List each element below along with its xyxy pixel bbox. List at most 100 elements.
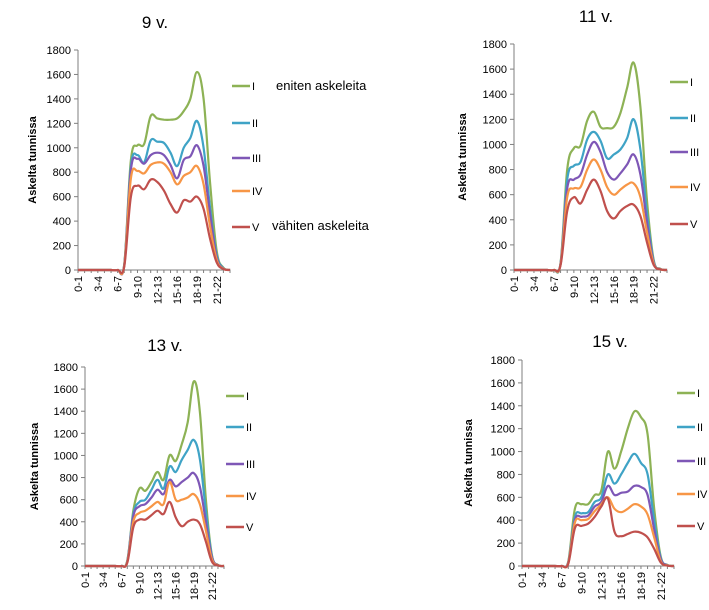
y-tick-label: 1000 (491, 447, 515, 459)
series-line-I (514, 61, 668, 274)
y-tick-label: 1400 (54, 406, 78, 418)
y-tick-label: 200 (53, 241, 71, 253)
y-tick-label: 600 (497, 492, 515, 504)
x-tick-label: 3-4 (93, 276, 105, 292)
legend-label: II (690, 113, 696, 125)
x-tick-label: 21-22 (656, 572, 668, 600)
x-tick-label: 6-7 (557, 572, 569, 588)
x-tick-label: 15-16 (616, 572, 628, 600)
x-tick-label: 18-19 (629, 276, 641, 304)
y-tick-label: 600 (489, 190, 507, 202)
y-tick-label: 800 (53, 167, 71, 179)
x-tick-label: 15-16 (609, 276, 621, 304)
chart-1: 9 v. Askelta tunnissa 0 200 400 600 800 1000 120… (27, 13, 263, 304)
legend-label: V (252, 222, 260, 234)
y-tick-label: 800 (60, 473, 78, 485)
y-tick-label: 1600 (47, 69, 71, 81)
legend-label: IV (252, 186, 263, 198)
legend-label: I (252, 81, 255, 93)
y-axis-label: Askelta tunnissa (457, 112, 469, 200)
y-tick-label: 800 (497, 469, 515, 481)
x-tick-label: 6-7 (549, 276, 561, 292)
x-tick-label: 9-10 (576, 572, 588, 594)
y-tick-label: 1600 (483, 64, 507, 76)
legend-label: II (246, 422, 252, 434)
y-tick-label: 1400 (483, 89, 507, 101)
y-tick-label: 1400 (491, 401, 515, 413)
y-tick-label: 1800 (54, 362, 78, 374)
y-tick-label: 0 (501, 265, 507, 277)
x-tick-label: 9-10 (569, 276, 581, 298)
x-tick-label: 15-16 (172, 276, 184, 304)
legend-label: II (252, 118, 258, 130)
legend-label: III (252, 153, 261, 165)
y-tick-label: 1600 (54, 384, 78, 396)
x-tick-label: 6-7 (113, 276, 125, 292)
x-tick-label: 12-13 (596, 572, 608, 600)
series-line-V (521, 496, 675, 569)
y-tick-label: 1200 (491, 424, 515, 436)
y-axis-label: Askelta tunnissa (27, 115, 39, 203)
legend-label: V (246, 522, 254, 534)
x-tick-label: 3-4 (537, 572, 549, 588)
legend-label: IV (697, 489, 708, 501)
x-tick-label: 15-16 (171, 572, 183, 600)
chart-title: 11 v. (579, 7, 613, 26)
y-tick-label: 200 (489, 240, 507, 252)
legend-label: IV (246, 491, 257, 503)
y-tick-label: 200 (60, 539, 78, 551)
legend-label: V (690, 219, 698, 231)
x-tick-label: 3-4 (98, 572, 110, 588)
x-tick-label: 18-19 (189, 572, 201, 600)
y-tick-label: 1000 (54, 450, 78, 462)
x-tick-label: 3-4 (529, 276, 541, 292)
x-tick-label: 6-7 (116, 572, 128, 588)
y-tick-label: 1200 (483, 114, 507, 126)
y-tick-label: 1800 (491, 355, 515, 367)
x-tick-label: 12-13 (152, 276, 164, 304)
x-tick-label: 21-22 (207, 572, 219, 600)
y-tick-label: 400 (489, 215, 507, 227)
series-line-V (78, 178, 231, 275)
y-tick-label: 1800 (483, 39, 507, 51)
y-tick-label: 0 (72, 561, 78, 573)
x-tick-label: 9-10 (132, 276, 144, 298)
x-tick-label: 0-1 (517, 572, 529, 588)
y-tick-label: 400 (60, 517, 78, 529)
x-tick-label: 0-1 (509, 276, 521, 292)
x-tick-label: 9-10 (134, 572, 146, 594)
series-line-V (84, 500, 225, 568)
chart-4: 15 v. Askelta tunnissa 0 200 400 600 800 1000 12… (463, 332, 708, 600)
y-tick-label: 400 (497, 515, 515, 527)
y-tick-label: 200 (497, 538, 515, 550)
series-line-V (514, 178, 668, 273)
x-tick-label: 12-13 (153, 572, 165, 600)
annotation-top: eniten askeleita (276, 78, 367, 93)
y-axis-label: Askelta tunnissa (463, 418, 475, 506)
chart-3: 13 v. Askelta tunnissa 0 200 400 600 800 1000 12… (29, 336, 257, 600)
x-tick-label: 21-22 (212, 276, 224, 304)
chart-title: 9 v. (142, 13, 168, 32)
legend-label: I (697, 388, 700, 400)
series-line-I (84, 380, 225, 568)
y-tick-label: 400 (53, 216, 71, 228)
annotation-bottom: vähiten askeleita (272, 218, 369, 233)
y-tick-label: 800 (489, 165, 507, 177)
x-tick-label: 12-13 (589, 276, 601, 304)
legend-label: III (246, 459, 255, 471)
legend-label: IV (690, 182, 701, 194)
y-tick-label: 1600 (491, 378, 515, 390)
chart-title: 15 v. (592, 332, 628, 351)
y-tick-label: 0 (509, 561, 515, 573)
y-tick-label: 0 (65, 265, 71, 277)
legend-label: I (246, 391, 249, 403)
y-tick-label: 1200 (54, 428, 78, 440)
chart-title: 13 v. (147, 336, 183, 355)
legend-label: V (697, 521, 705, 533)
x-tick-label: 21-22 (649, 276, 661, 304)
legend-label: III (697, 456, 706, 468)
x-tick-label: 18-19 (192, 276, 204, 304)
y-tick-label: 1000 (483, 139, 507, 151)
